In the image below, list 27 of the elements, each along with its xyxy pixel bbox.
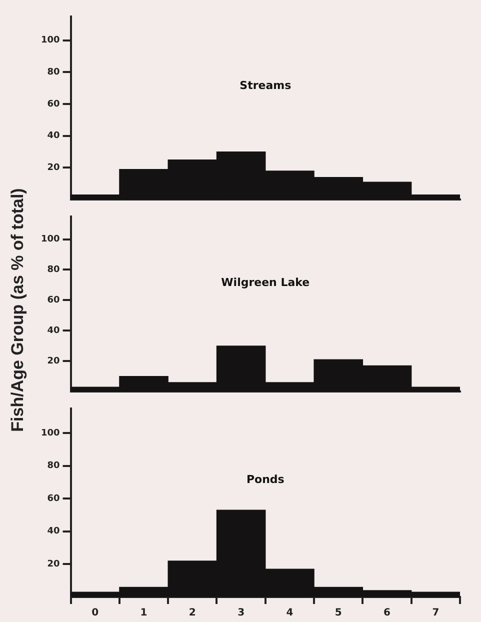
y-tick-label: 100 (40, 234, 60, 245)
x-tick-label: 4 (286, 608, 294, 619)
x-tick-label: 5 (334, 608, 342, 619)
y-tick-label: 60 (47, 494, 60, 504)
x-tick-label: 3 (238, 608, 245, 619)
y-tick-label: 80 (47, 68, 60, 78)
x-tick-label: 7 (432, 608, 440, 619)
x-tick-label: 0 (92, 608, 99, 619)
y-tick-label: 100 (40, 36, 60, 46)
y-tick-label: 40 (47, 131, 60, 142)
y-tick-label: 20 (47, 560, 60, 570)
x-tick-label: 2 (188, 608, 196, 619)
text: Ponds (246, 472, 285, 486)
x-tick-label: 1 (140, 608, 148, 619)
y-tick-label: 60 (47, 99, 60, 110)
y-tick-label: 60 (47, 296, 60, 306)
y-tick-label: 20 (47, 356, 60, 366)
text: Wilgreen Lake (221, 276, 310, 289)
x-tick-label: 6 (384, 608, 391, 619)
y-tick-label: 20 (47, 163, 60, 174)
text: Streams (240, 78, 292, 92)
y-tick-label: 40 (47, 526, 60, 537)
y-tick-label: 40 (47, 326, 60, 336)
y-tick-label: 80 (47, 461, 60, 472)
y-tick-label: 80 (47, 265, 60, 276)
y-tick-label: 100 (40, 428, 60, 438)
y-axis-title: Fish/Age Group (as % of total) (8, 187, 28, 434)
